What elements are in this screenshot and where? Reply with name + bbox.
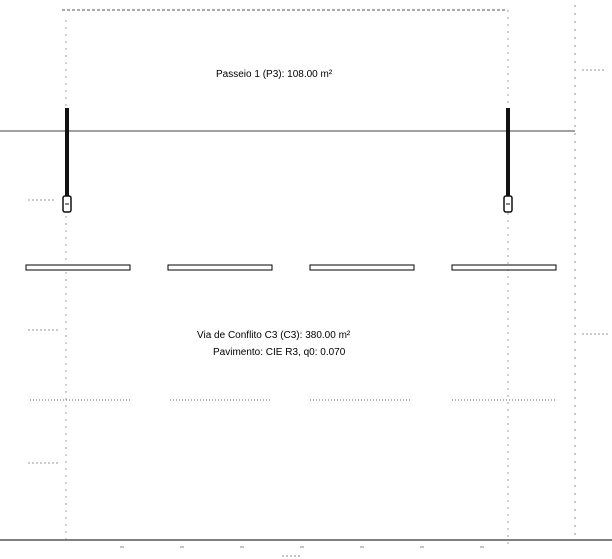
lane-marking: [309, 264, 415, 271]
lower-zone-label: Via de Conflito C3 (C3): 380.00 m²: [197, 330, 351, 341]
luminaire-left[interactable]: [62, 108, 72, 213]
luminaire-right[interactable]: [503, 108, 513, 213]
right-marks: [582, 69, 608, 335]
lane-marking: [167, 264, 273, 271]
bottom-ticks: [120, 546, 484, 557]
plan-frame: [0, 5, 612, 545]
pavement-label: Pavimento: CIE R3, q0: 0.070: [213, 347, 346, 358]
lane-marking-row: [25, 264, 557, 271]
lane-marking: [451, 264, 557, 271]
left-marks: [28, 199, 58, 464]
lane-marking: [25, 264, 131, 271]
upper-zone-label: Passeio 1 (P3): 108.00 m²: [216, 69, 333, 80]
